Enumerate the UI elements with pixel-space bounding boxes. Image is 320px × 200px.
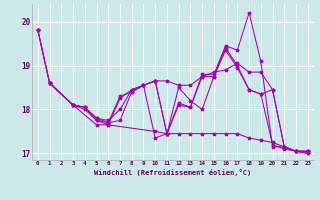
X-axis label: Windchill (Refroidissement éolien,°C): Windchill (Refroidissement éolien,°C) <box>94 169 252 176</box>
